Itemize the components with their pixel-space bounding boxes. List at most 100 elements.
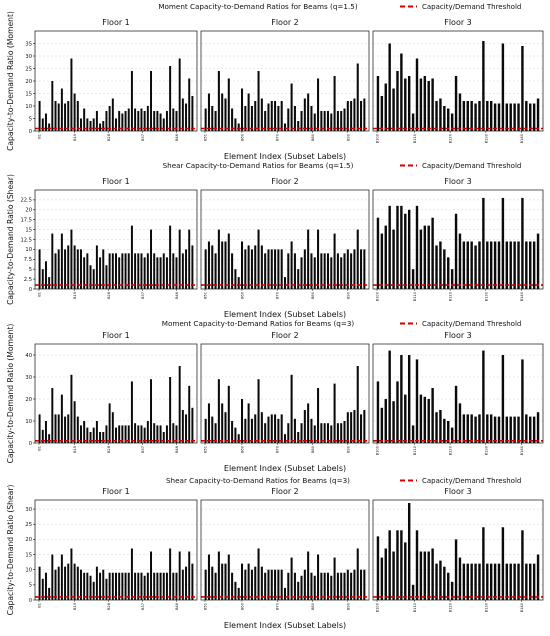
bar xyxy=(207,403,210,443)
bar xyxy=(376,217,380,289)
bar xyxy=(247,93,250,131)
bar xyxy=(287,572,290,600)
bar xyxy=(450,581,454,600)
y-tick-label: 30 xyxy=(25,507,32,513)
bar xyxy=(102,121,105,131)
legend-label: Capacity/Demand Threshold xyxy=(422,320,521,328)
bar xyxy=(162,572,165,600)
bar xyxy=(38,101,41,131)
bar xyxy=(165,572,168,600)
bar xyxy=(150,229,153,289)
bar xyxy=(169,66,172,131)
bar xyxy=(360,249,363,289)
bar xyxy=(108,572,111,600)
bar xyxy=(411,584,415,600)
bar xyxy=(505,416,509,443)
x-tick-label: B80 xyxy=(311,133,315,141)
bar xyxy=(67,245,70,289)
bar xyxy=(231,572,234,600)
legend-label: Capacity/Demand Threshold xyxy=(422,477,521,485)
bar xyxy=(336,253,339,289)
bar xyxy=(207,554,210,600)
bar xyxy=(79,249,82,289)
bar xyxy=(150,379,153,443)
bar xyxy=(95,245,98,289)
bar xyxy=(124,111,127,131)
bar xyxy=(172,423,175,443)
bar xyxy=(435,101,438,131)
bar xyxy=(234,269,237,289)
x-tick-label: B140 xyxy=(520,291,524,301)
bar xyxy=(333,76,336,131)
bar xyxy=(267,569,270,600)
bar xyxy=(121,253,124,289)
bar xyxy=(474,563,477,600)
chart-title: Moment Capacity-to-Demand Ratios for Bea… xyxy=(162,319,355,328)
x-tick-label: B120 xyxy=(449,133,453,143)
y-tick-label: 20 xyxy=(25,537,32,543)
y-tick-label: 7.5 xyxy=(24,257,32,263)
bar xyxy=(178,366,181,443)
bar xyxy=(415,205,419,289)
bar xyxy=(346,101,349,131)
bar xyxy=(244,569,247,600)
x-tick-label: B28 xyxy=(107,291,111,299)
bar xyxy=(70,58,73,131)
x-tick-label: B120 xyxy=(449,602,453,612)
bar xyxy=(73,245,76,289)
bar xyxy=(130,548,133,600)
bar xyxy=(86,253,89,289)
chart-2: Shear Capacity-to-Demand Ratios for Beam… xyxy=(6,161,544,319)
legend: Capacity/Demand Threshold xyxy=(400,3,521,11)
bar xyxy=(330,575,333,600)
bar xyxy=(237,434,240,443)
x-tick-label: B130 xyxy=(484,445,488,455)
bar xyxy=(400,530,403,600)
bar xyxy=(310,106,313,131)
bar xyxy=(169,225,172,289)
bar xyxy=(350,572,353,600)
bar xyxy=(207,241,210,289)
bar xyxy=(407,76,411,131)
bar xyxy=(300,423,303,443)
bar xyxy=(343,108,346,131)
panel-title: Floor 2 xyxy=(271,177,299,186)
bar xyxy=(240,563,244,600)
bar xyxy=(497,103,501,131)
panel-frame xyxy=(372,343,544,444)
bar xyxy=(474,416,477,443)
bar xyxy=(60,394,63,443)
bar xyxy=(224,412,227,443)
bar xyxy=(400,53,403,131)
y-axis-label: Capacity-to-Demand Ratio (Moment) xyxy=(6,11,15,151)
bar xyxy=(320,423,323,443)
bar xyxy=(250,569,253,600)
bar xyxy=(250,106,253,131)
bar xyxy=(293,418,296,443)
x-tick-label: B140 xyxy=(520,602,524,612)
bar xyxy=(439,560,442,600)
bar xyxy=(411,269,415,289)
y-tick-label: 0 xyxy=(29,441,32,447)
bar xyxy=(497,241,501,289)
bar xyxy=(363,569,366,600)
bar xyxy=(146,421,149,443)
bar xyxy=(231,253,234,289)
bar xyxy=(346,412,349,443)
y-axis-label: Capacity-to-Demand Ratio (Moment) xyxy=(6,324,15,464)
bar xyxy=(307,229,310,289)
bar xyxy=(257,229,260,289)
bar xyxy=(419,229,423,289)
bar xyxy=(493,241,497,289)
bar xyxy=(254,101,257,131)
x-tick-label: B110 xyxy=(413,602,417,612)
bar xyxy=(231,108,234,131)
bar xyxy=(264,572,267,600)
bar xyxy=(346,569,349,600)
panel-floor-2: Floor 2 B51 B60 B70 B80 B90 xyxy=(200,18,370,141)
bar xyxy=(270,249,273,289)
bar xyxy=(388,43,391,131)
bar xyxy=(297,269,300,289)
bar xyxy=(260,245,263,289)
bar xyxy=(493,416,497,443)
